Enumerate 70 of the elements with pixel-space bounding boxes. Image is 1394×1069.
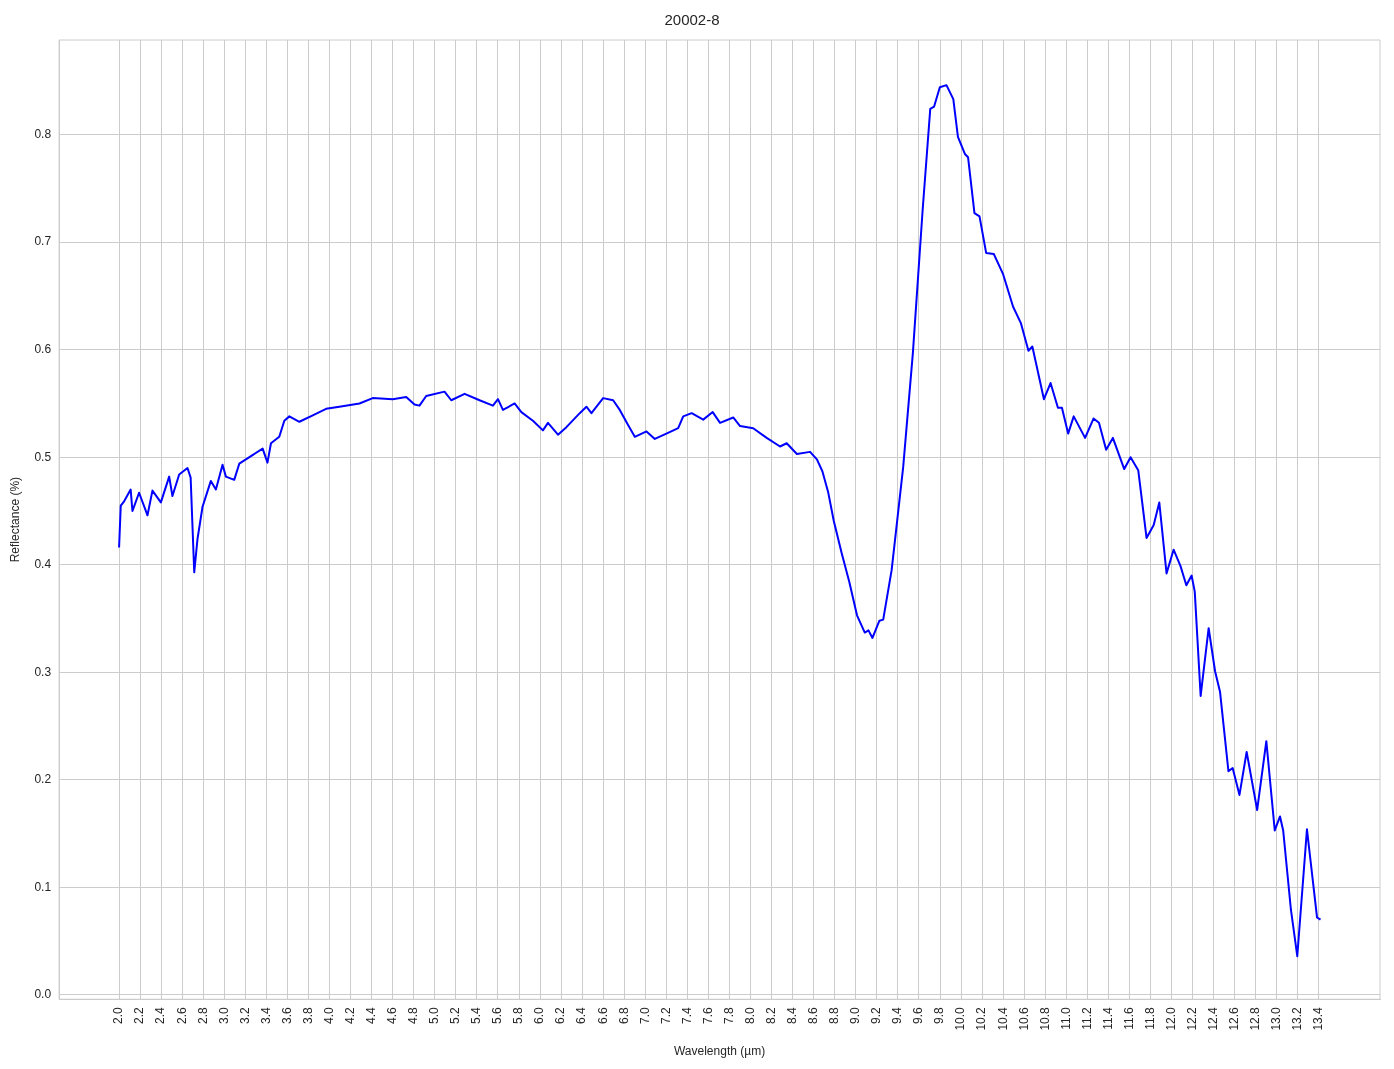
x-tick-label: 2.0 xyxy=(111,1006,126,1024)
x-tick-label: 11.6 xyxy=(1121,1006,1136,1030)
x-tick-label: 11.0 xyxy=(1058,1006,1073,1030)
x-tick-label: 8.0 xyxy=(742,1006,757,1024)
y-tick-label: 0.5 xyxy=(34,449,52,464)
x-tick-label: 12.6 xyxy=(1227,1006,1242,1031)
x-tick-label: 7.2 xyxy=(658,1006,673,1024)
x-tick-label: 5.0 xyxy=(427,1006,442,1024)
x-tick-label: 4.4 xyxy=(363,1006,378,1024)
x-tick-label: 6.2 xyxy=(553,1006,568,1024)
x-tick-label: 3.2 xyxy=(237,1006,252,1024)
x-tick-label: 3.0 xyxy=(216,1006,231,1024)
x-tick-label: 8.4 xyxy=(785,1006,799,1024)
y-tick-label: 0.2 xyxy=(34,772,52,787)
y-tick-label: 0.3 xyxy=(34,664,52,679)
x-tick-label: 6.8 xyxy=(616,1006,631,1024)
x-tick-label: 12.0 xyxy=(1163,1006,1178,1031)
x-tick-label: 2.4 xyxy=(153,1006,168,1024)
y-tick-label: 0.8 xyxy=(34,126,52,141)
x-tick-label: 12.4 xyxy=(1206,1006,1221,1031)
y-tick-label: 0.7 xyxy=(34,234,52,249)
x-tick-label: 5.8 xyxy=(511,1006,526,1024)
y-tick-label: 0.0 xyxy=(34,987,52,1002)
x-tick-label: 9.2 xyxy=(869,1006,884,1024)
x-tick-label: 10.8 xyxy=(1037,1006,1052,1031)
x-tick-label: 12.8 xyxy=(1248,1006,1263,1031)
x-tick-label: 6.4 xyxy=(574,1006,589,1024)
x-tick-label: 11.2 xyxy=(1079,1006,1094,1030)
x-tick-label: 9.8 xyxy=(932,1006,947,1024)
x-tick-label: 3.6 xyxy=(279,1006,294,1024)
x-tick-label: 3.4 xyxy=(258,1006,273,1024)
x-tick-label: 9.0 xyxy=(848,1006,863,1024)
x-tick-label: 4.2 xyxy=(342,1006,357,1024)
x-tick-label: 4.6 xyxy=(385,1006,400,1024)
y-tick-label: 0.4 xyxy=(34,557,52,572)
x-tick-label: 13.0 xyxy=(1269,1006,1284,1031)
x-tick-label: 9.6 xyxy=(911,1006,926,1024)
x-tick-label: 2.6 xyxy=(174,1006,189,1024)
x-tick-label: 13.4 xyxy=(1311,1006,1326,1031)
x-tick-label: 2.8 xyxy=(195,1006,210,1024)
x-tick-label: 11.8 xyxy=(1142,1006,1157,1030)
x-tick-label: 13.2 xyxy=(1290,1006,1305,1031)
y-tick-label: 0.6 xyxy=(34,342,52,357)
x-tick-label: 10.6 xyxy=(1016,1006,1031,1031)
x-tick-label: 8.8 xyxy=(827,1006,842,1024)
x-tick-label: 12.2 xyxy=(1184,1006,1199,1031)
x-tick-label: 11.4 xyxy=(1100,1006,1115,1030)
y-axis-title: Reflectance (%) xyxy=(7,476,22,563)
x-tick-label: 7.6 xyxy=(700,1006,715,1024)
chart-title: 20002-8 xyxy=(664,11,720,29)
x-tick-label: 7.4 xyxy=(679,1006,694,1024)
x-tick-label: 4.0 xyxy=(321,1006,336,1024)
x-tick-label: 10.0 xyxy=(953,1006,968,1031)
x-tick-label: 7.0 xyxy=(637,1006,652,1024)
x-tick-label: 7.8 xyxy=(721,1006,736,1024)
x-tick-label: 8.2 xyxy=(763,1006,778,1024)
x-tick-label: 10.4 xyxy=(995,1006,1010,1031)
x-tick-label: 9.4 xyxy=(890,1006,905,1024)
x-tick-label: 4.8 xyxy=(406,1006,421,1024)
x-tick-label: 2.2 xyxy=(132,1006,147,1024)
x-tick-label: 3.8 xyxy=(300,1006,315,1024)
x-axis-title: Wavelength (µm) xyxy=(673,1044,766,1059)
y-tick-label: 0.1 xyxy=(34,879,52,894)
x-tick-label: 6.0 xyxy=(532,1006,547,1024)
x-tick-label: 5.4 xyxy=(469,1006,484,1024)
x-tick-label: 5.6 xyxy=(490,1006,505,1024)
x-tick-label: 5.2 xyxy=(448,1006,463,1024)
x-tick-label: 6.6 xyxy=(595,1006,610,1024)
x-tick-label: 10.2 xyxy=(974,1006,989,1031)
x-tick-label: 8.6 xyxy=(806,1006,821,1024)
